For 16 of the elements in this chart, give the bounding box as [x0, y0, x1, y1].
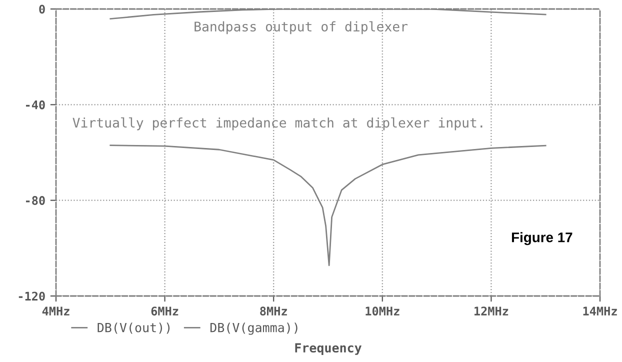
x-tick-label: 10MHz	[366, 306, 400, 316]
annotation: Figure 17	[512, 232, 572, 246]
x-tick-label: 6MHz	[151, 306, 178, 316]
legend-label: DB(V(gamma))	[210, 322, 298, 335]
annotation: Bandpass output of diplexer	[194, 21, 408, 34]
x-axis-title: Frequency	[295, 343, 362, 355]
y-tick-label: -40	[26, 100, 45, 110]
legend-label: DB(V(out))	[98, 322, 170, 334]
y-tick-label: 0	[39, 4, 45, 14]
y-tick-label: -80	[26, 196, 45, 205]
x-tick-label: 8MHz	[260, 306, 287, 316]
x-tick-label: 12MHz	[474, 306, 508, 316]
x-tick-label: 14MHz	[583, 306, 617, 316]
x-tick-label: 4MHz	[42, 306, 70, 316]
annotation: Virtually perfect impedance match at diplexer input.	[72, 117, 482, 130]
y-tick-label: -120	[18, 292, 45, 301]
